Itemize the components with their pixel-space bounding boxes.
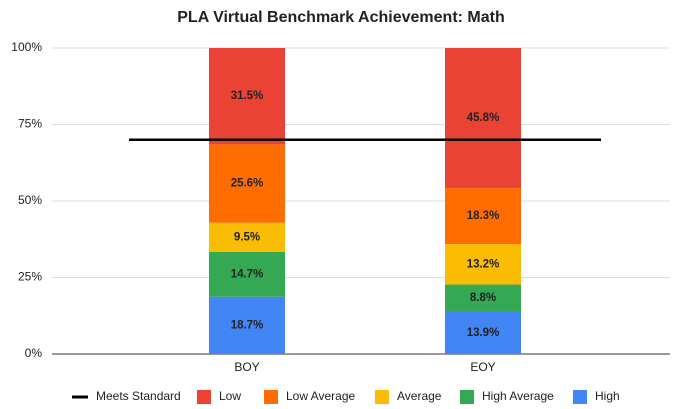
x-tick-label: EOY	[470, 360, 495, 374]
data-label: 45.8%	[467, 112, 500, 124]
y-tick-label: 25%	[18, 270, 42, 284]
data-label: 13.9%	[467, 327, 500, 339]
data-label: 8.8%	[470, 292, 496, 304]
legend-label: Average	[397, 389, 442, 403]
data-label: 14.7%	[231, 268, 264, 280]
bar-segment	[445, 244, 521, 285]
bar-segment	[445, 188, 521, 245]
bar-segment	[209, 48, 285, 145]
legend-label: Meets Standard	[96, 389, 181, 403]
legend-swatch	[375, 390, 389, 404]
data-label: 31.5%	[231, 90, 264, 102]
bar-segment	[209, 222, 285, 252]
legend-label: High Average	[482, 389, 554, 403]
data-label: 18.7%	[231, 319, 264, 331]
legend-label: High	[595, 389, 620, 403]
bar-segment	[209, 296, 285, 354]
y-tick-label: 75%	[18, 117, 42, 131]
x-tick-label: BOY	[234, 360, 259, 374]
y-tick-label: 100%	[11, 40, 42, 54]
y-tick-label: 50%	[18, 193, 42, 207]
legend-swatch	[264, 390, 278, 404]
bar-segment	[445, 284, 521, 312]
chart-title: PLA Virtual Benchmark Achievement: Math	[177, 9, 505, 26]
data-label: 13.2%	[467, 258, 500, 270]
legend-label: Low Average	[286, 389, 355, 403]
bar-segment	[445, 311, 521, 354]
legend-swatch	[460, 390, 474, 404]
bar-segment	[209, 251, 285, 297]
legend-label: Low	[219, 389, 241, 403]
legend-swatch	[573, 390, 587, 404]
legend-swatch	[197, 390, 211, 404]
bar-segment	[445, 48, 521, 189]
bar-segment	[209, 144, 285, 223]
data-label: 9.5%	[234, 231, 260, 243]
data-label: 25.6%	[231, 178, 264, 190]
data-label: 18.3%	[467, 210, 500, 222]
y-tick-label: 0%	[25, 346, 43, 360]
